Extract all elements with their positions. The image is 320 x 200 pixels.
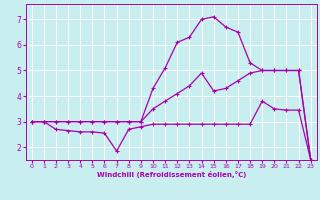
X-axis label: Windchill (Refroidissement éolien,°C): Windchill (Refroidissement éolien,°C) <box>97 171 246 178</box>
